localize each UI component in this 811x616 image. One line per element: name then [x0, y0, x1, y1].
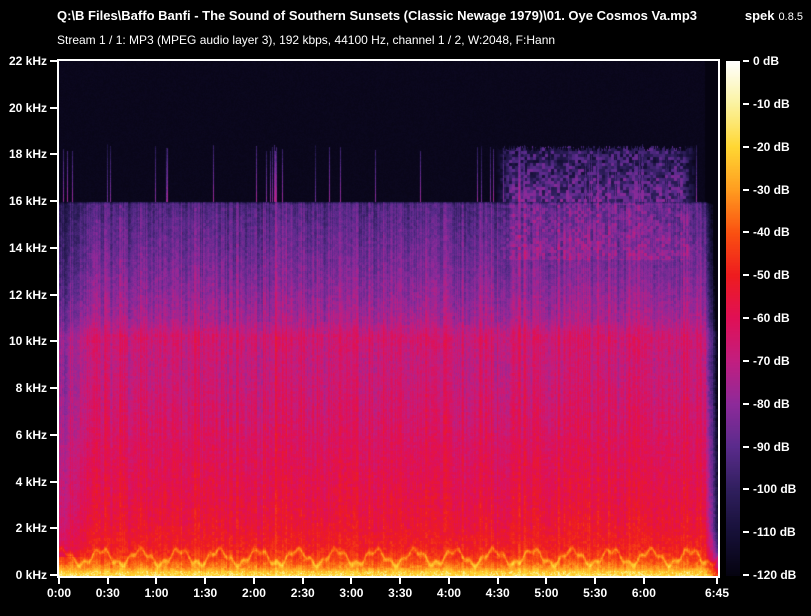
time-tick-label: 6:00: [631, 586, 656, 600]
time-tick: [106, 578, 109, 584]
freq-tick: [50, 574, 57, 576]
db-tick-label: -50 dB: [753, 268, 790, 283]
time-tick-label: 1:00: [144, 586, 169, 600]
freq-tick: [50, 340, 57, 343]
freq-tick-label: 20 kHz: [8, 100, 47, 115]
freq-tick: [50, 433, 57, 436]
time-tick: [545, 578, 548, 584]
freq-tick-label: 6 kHz: [15, 427, 47, 442]
db-tick-label: -110 dB: [753, 525, 796, 540]
freq-tick-label: 2 kHz: [15, 521, 47, 536]
time-tick: [594, 578, 597, 584]
time-tick-label: 5:00: [534, 586, 559, 600]
time-tick-label: 5:30: [583, 586, 608, 600]
db-tick: [743, 402, 749, 405]
db-tick: [743, 145, 749, 148]
freq-tick: [50, 246, 57, 249]
time-tick: [496, 578, 499, 584]
freq-tick: [50, 293, 57, 296]
freq-tick: [50, 106, 57, 109]
time-tick-label: 4:30: [485, 586, 510, 600]
time-tick-label: 3:00: [339, 586, 364, 600]
spectrogram-canvas: [59, 61, 718, 576]
freq-tick: [50, 60, 57, 62]
db-tick-label: -10 dB: [753, 96, 790, 111]
freq-tick: [50, 527, 57, 530]
time-tick-label: 0:00: [46, 586, 72, 600]
db-tick-label: -40 dB: [753, 225, 790, 240]
freq-tick-label: 0 kHz: [15, 568, 47, 582]
freq-tick-label: 18 kHz: [8, 147, 47, 162]
freq-tick: [50, 480, 57, 483]
time-tick: [155, 578, 158, 584]
db-scale-gradient: [726, 61, 740, 576]
db-tick: [743, 488, 749, 491]
time-tick: [642, 578, 645, 584]
time-tick: [252, 578, 255, 584]
app-version: 0.8.5: [778, 11, 803, 23]
db-tick: [743, 60, 749, 62]
app-name: spek: [744, 8, 775, 23]
db-tick: [743, 574, 749, 576]
time-tick-label: 0:30: [95, 586, 120, 600]
time-tick: [204, 578, 207, 584]
db-tick-label: -80 dB: [753, 396, 790, 411]
db-tick: [743, 531, 749, 534]
time-tick: [301, 578, 304, 584]
freq-tick: [50, 387, 57, 390]
freq-tick-label: 12 kHz: [8, 287, 47, 302]
db-tick-label: -20 dB: [753, 139, 790, 154]
title-bar: Q:\B Files\Baffo Banfi - The Sound of So…: [57, 7, 804, 23]
time-tick-label: 4:00: [436, 586, 461, 600]
time-tick-label: 2:30: [290, 586, 315, 600]
db-tick: [743, 274, 749, 277]
db-tick: [743, 102, 749, 105]
freq-tick-label: 16 kHz: [8, 194, 47, 209]
db-tick-label: -100 dB: [753, 482, 797, 497]
time-tick: [716, 578, 718, 584]
db-tick-label: -60 dB: [753, 311, 790, 325]
freq-tick-label: 14 kHz: [8, 240, 47, 255]
freq-tick: [50, 153, 57, 156]
time-tick-label: 3:30: [388, 586, 413, 600]
time-tick-label: 6:45: [704, 586, 730, 600]
time-tick-label: 1:30: [193, 586, 218, 600]
app-brand: spek 0.8.5: [745, 7, 803, 25]
db-tick: [743, 317, 749, 319]
db-tick: [743, 359, 749, 362]
time-tick: [350, 578, 353, 584]
db-tick: [743, 188, 749, 191]
db-tick-label: 0 dB: [753, 54, 780, 68]
stream-info: Stream 1 / 1: MP3 (MPEG audio layer 3), …: [57, 33, 556, 47]
time-tick: [447, 578, 450, 584]
time-tick: [58, 578, 60, 584]
db-tick: [743, 231, 749, 234]
file-path: Q:\B Files\Baffo Banfi - The Sound of So…: [57, 8, 698, 23]
freq-tick-label: 8 kHz: [15, 381, 47, 396]
db-tick-label: -70 dB: [753, 353, 790, 368]
db-tick: [743, 445, 749, 448]
freq-tick-label: 22 kHz: [8, 54, 47, 68]
freq-tick: [50, 200, 57, 203]
time-tick-label: 2:00: [241, 586, 266, 600]
time-tick: [399, 578, 402, 584]
freq-tick-label: 4 kHz: [15, 474, 47, 489]
spectrogram-frame: [57, 59, 720, 578]
db-tick-label: -120 dB: [753, 568, 797, 582]
db-tick-label: -90 dB: [753, 439, 790, 454]
db-tick-label: -30 dB: [753, 182, 790, 197]
freq-tick-label: 10 kHz: [8, 334, 47, 349]
